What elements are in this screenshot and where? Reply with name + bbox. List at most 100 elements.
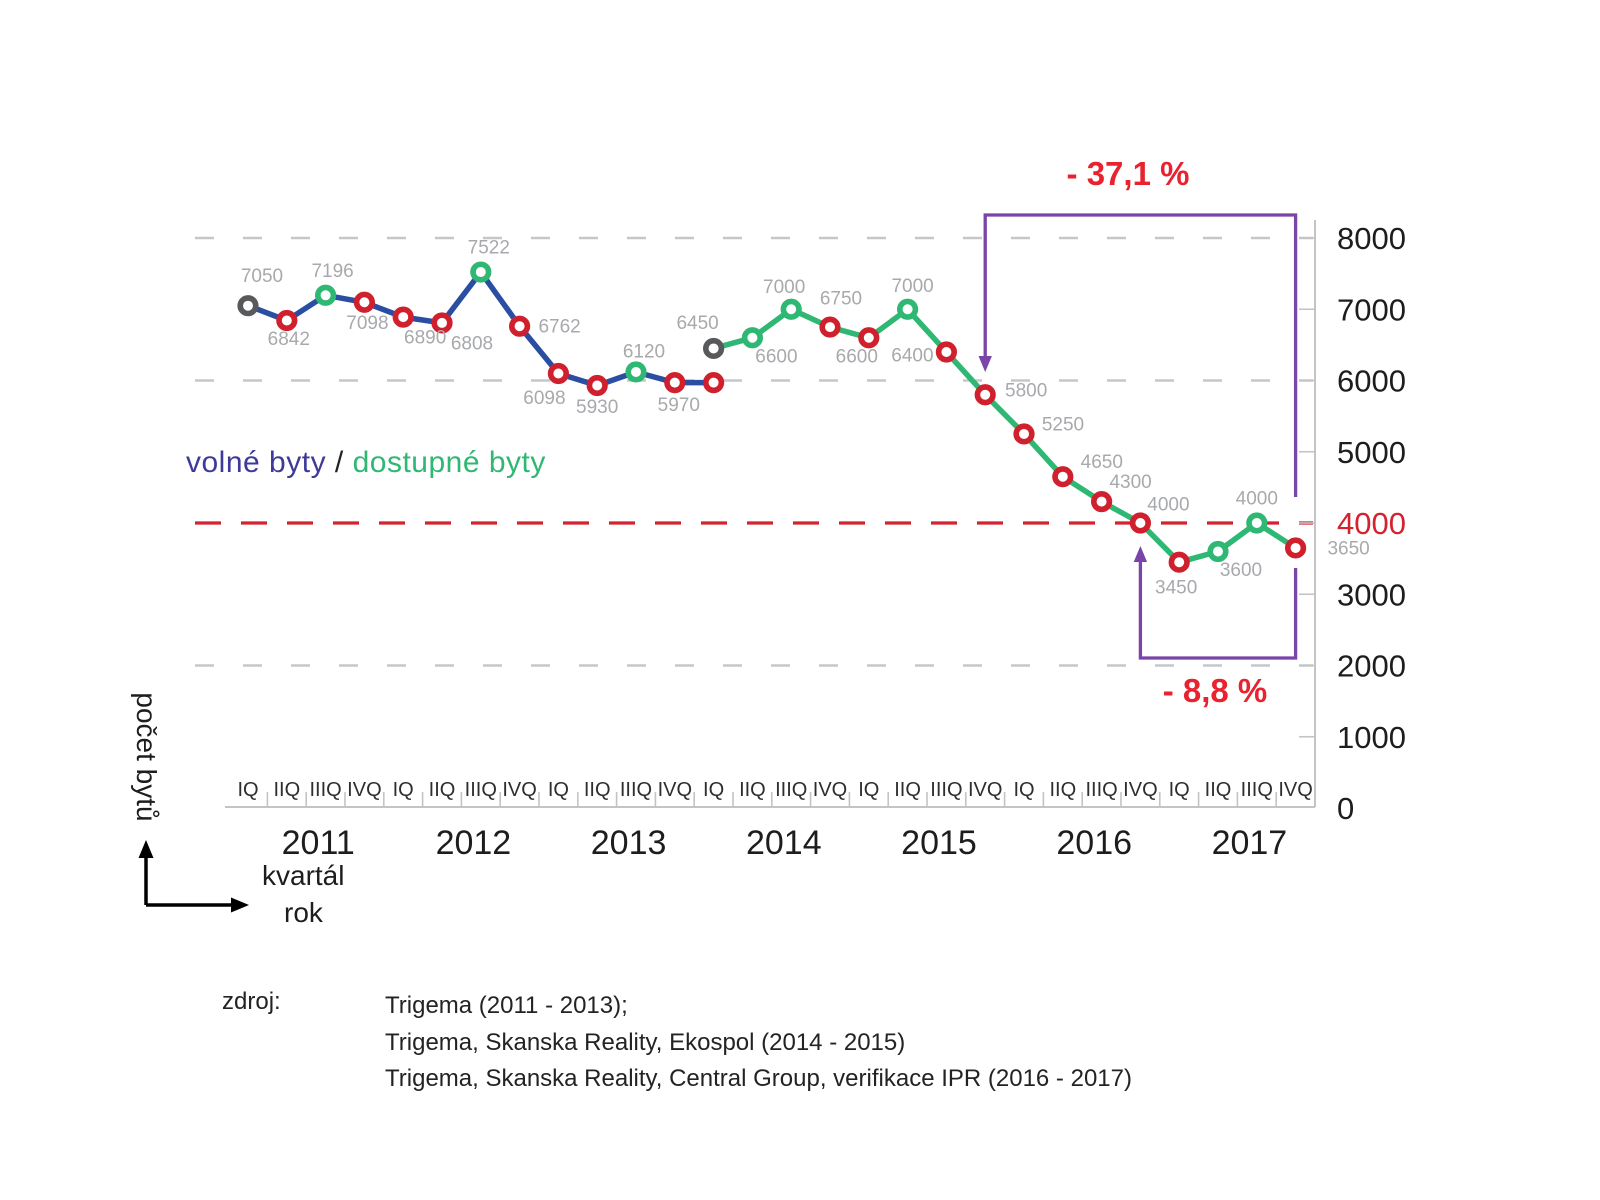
quarter-label: IIQ (1205, 779, 1232, 801)
data-point-label: 6842 (268, 329, 310, 350)
legend-dostupne-byty: dostupné byty (352, 446, 546, 479)
data-point-marker (431, 312, 453, 334)
quarter-label: IIIQ (309, 779, 341, 801)
year-label: 2013 (591, 824, 667, 862)
x-axis-title-quarter: kvartál (262, 860, 345, 891)
data-point-label: 6750 (820, 289, 862, 310)
data-point-marker (741, 327, 764, 349)
year-label: 2014 (746, 824, 822, 862)
quarter-label: IVQ (968, 779, 1002, 801)
quarter-label: IIQ (1049, 779, 1076, 801)
source-lines: Trigema (2011 - 2013); Trigema, Skanska … (385, 988, 1132, 1098)
y-tick-label: 4000 (1337, 506, 1406, 541)
data-point-label: 4300 (1109, 472, 1151, 493)
source-line-1: Trigema (2011 - 2013); (385, 992, 628, 1019)
year-label: 2017 (1212, 824, 1288, 862)
quarter-label: IQ (393, 779, 414, 801)
quarter-label: IIQ (429, 779, 456, 801)
data-point-marker (1246, 512, 1268, 534)
quarter-label: IVQ (1278, 779, 1312, 801)
data-point-label: 4000 (1236, 489, 1278, 510)
data-point-marker (1052, 466, 1074, 488)
year-label: 2012 (436, 824, 512, 862)
data-point-marker (547, 362, 570, 385)
quarter-label: IIIQ (620, 779, 652, 801)
data-point-label: 7098 (346, 313, 388, 334)
y-tick-label: 8000 (1337, 221, 1406, 256)
data-point-label: 6762 (538, 317, 580, 338)
data-point-marker (1284, 537, 1307, 559)
data-point-marker (315, 284, 337, 306)
quarter-label: IIIQ (930, 779, 962, 801)
data-point-label: 6450 (676, 313, 718, 334)
data-point-label: 5250 (1042, 414, 1084, 435)
data-point-marker (470, 261, 492, 283)
quarter-label: IIQ (273, 779, 300, 801)
x-axis-title-year: rok (284, 897, 323, 928)
source-line-3: Trigema, Skanska Reality, Central Group,… (385, 1065, 1132, 1092)
quarter-label: IQ (858, 779, 879, 801)
data-point-marker (780, 298, 802, 320)
data-point-marker (392, 306, 414, 328)
quarter-label: IIIQ (1085, 779, 1117, 801)
data-point-marker (896, 298, 919, 320)
data-point-marker (935, 341, 958, 363)
data-point-marker (1207, 540, 1229, 563)
quarter-label: IQ (237, 779, 258, 801)
data-point-label: 6890 (404, 328, 446, 349)
quarter-label: IVQ (658, 779, 692, 801)
y-axis-title: počet bytů (131, 692, 162, 822)
data-point-marker (508, 315, 531, 337)
year-label: 2011 (282, 824, 355, 862)
bracket-recent-drop (1138, 560, 1298, 660)
data-point-label: 5930 (576, 397, 618, 418)
gridlines (195, 236, 1313, 667)
data-point-marker (1168, 551, 1190, 573)
data-point-marker (625, 361, 647, 383)
data-point-marker (353, 291, 376, 313)
series-data-labels: 6450 6600 7000 6750 6600 7000 6400 5800 5250 4650… (676, 276, 1369, 599)
quarter-label: IQ (1013, 779, 1034, 801)
data-point-marker (819, 316, 841, 338)
change-brackets (978, 213, 1298, 660)
data-point-label: 4650 (1081, 452, 1123, 473)
quarter-label: IVQ (502, 779, 536, 801)
bracket-total-drop (983, 213, 1298, 497)
y-tick-label: 6000 (1337, 364, 1406, 399)
data-point-label: 6600 (836, 346, 878, 367)
data-point-label: 6808 (451, 333, 493, 354)
quarter-label: IIIQ (775, 779, 807, 801)
year-label: 2016 (1056, 824, 1132, 862)
data-point-marker (1129, 512, 1151, 534)
quarter-label: IQ (703, 779, 724, 801)
y-tick-label: 5000 (1337, 435, 1406, 470)
series-markers (702, 298, 1307, 573)
quarter-label: IVQ (813, 779, 847, 801)
data-point-marker (237, 295, 259, 317)
axis-direction-arrows-icon (138, 840, 249, 913)
arrow-up-icon (1133, 546, 1148, 562)
quarter-label: IIQ (584, 779, 611, 801)
data-point-label: 7196 (311, 261, 353, 282)
data-point-label: 6600 (755, 346, 797, 367)
data-point-marker (664, 372, 686, 394)
data-point-marker (858, 327, 880, 349)
data-point-marker (586, 374, 608, 397)
series-markers (237, 261, 725, 397)
data-point-label: 6400 (891, 346, 933, 367)
data-point-label: 7050 (241, 266, 283, 287)
quarter-label: IVQ (347, 779, 381, 801)
quarter-label: IIIQ (1241, 779, 1273, 801)
quarter-label: IQ (548, 779, 569, 801)
data-point-label: 6120 (623, 341, 665, 362)
data-point-label: 3600 (1220, 560, 1262, 581)
data-point-marker (974, 384, 996, 406)
y-tick-label: 2000 (1337, 649, 1406, 684)
data-point-label: 5800 (1005, 380, 1047, 401)
data-point-label: 3650 (1327, 538, 1369, 559)
legend-separator: / (326, 446, 353, 479)
data-point-label: 7000 (891, 276, 933, 297)
data-point-label: 4000 (1147, 495, 1189, 516)
